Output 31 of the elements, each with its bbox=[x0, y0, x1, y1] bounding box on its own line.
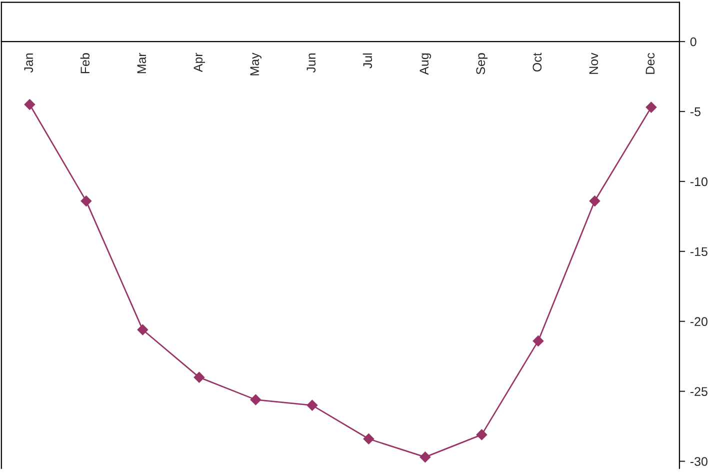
y-tick-label: -5 bbox=[690, 107, 700, 116]
point bbox=[589, 196, 600, 206]
point bbox=[24, 99, 36, 110]
point bbox=[137, 324, 148, 336]
point bbox=[363, 433, 374, 444]
x-tick-label: Apr bbox=[194, 52, 206, 72]
point bbox=[532, 336, 544, 346]
point bbox=[420, 452, 431, 463]
y-tick-label: 0 bbox=[690, 37, 696, 46]
point bbox=[80, 196, 92, 206]
point bbox=[194, 372, 205, 383]
point bbox=[306, 400, 318, 411]
point bbox=[646, 102, 657, 113]
x-tick-label: Jul bbox=[362, 53, 372, 68]
y-tick-label: -10 bbox=[690, 177, 708, 186]
x-tick-label: Jan bbox=[24, 53, 34, 73]
x-tick-label: Sep bbox=[476, 53, 488, 74]
y-tick-label: -30 bbox=[690, 457, 708, 466]
x-tick-label: Mar bbox=[137, 52, 146, 74]
y-tick-label: -20 bbox=[690, 317, 708, 326]
x-tick-label: Jun bbox=[306, 53, 316, 73]
x-tick-label: Oct bbox=[532, 52, 542, 72]
x-tick-label: Aug bbox=[420, 53, 432, 75]
point bbox=[476, 429, 488, 440]
x-tick-label: Feb bbox=[80, 53, 90, 74]
y-tick-label: -25 bbox=[690, 387, 708, 396]
point bbox=[250, 394, 262, 406]
y-tick-label: -15 bbox=[690, 247, 708, 256]
x-tick-label: Dec bbox=[646, 52, 655, 74]
x-tick-label: May bbox=[250, 52, 262, 76]
x-tick-label: Nov bbox=[589, 52, 598, 74]
